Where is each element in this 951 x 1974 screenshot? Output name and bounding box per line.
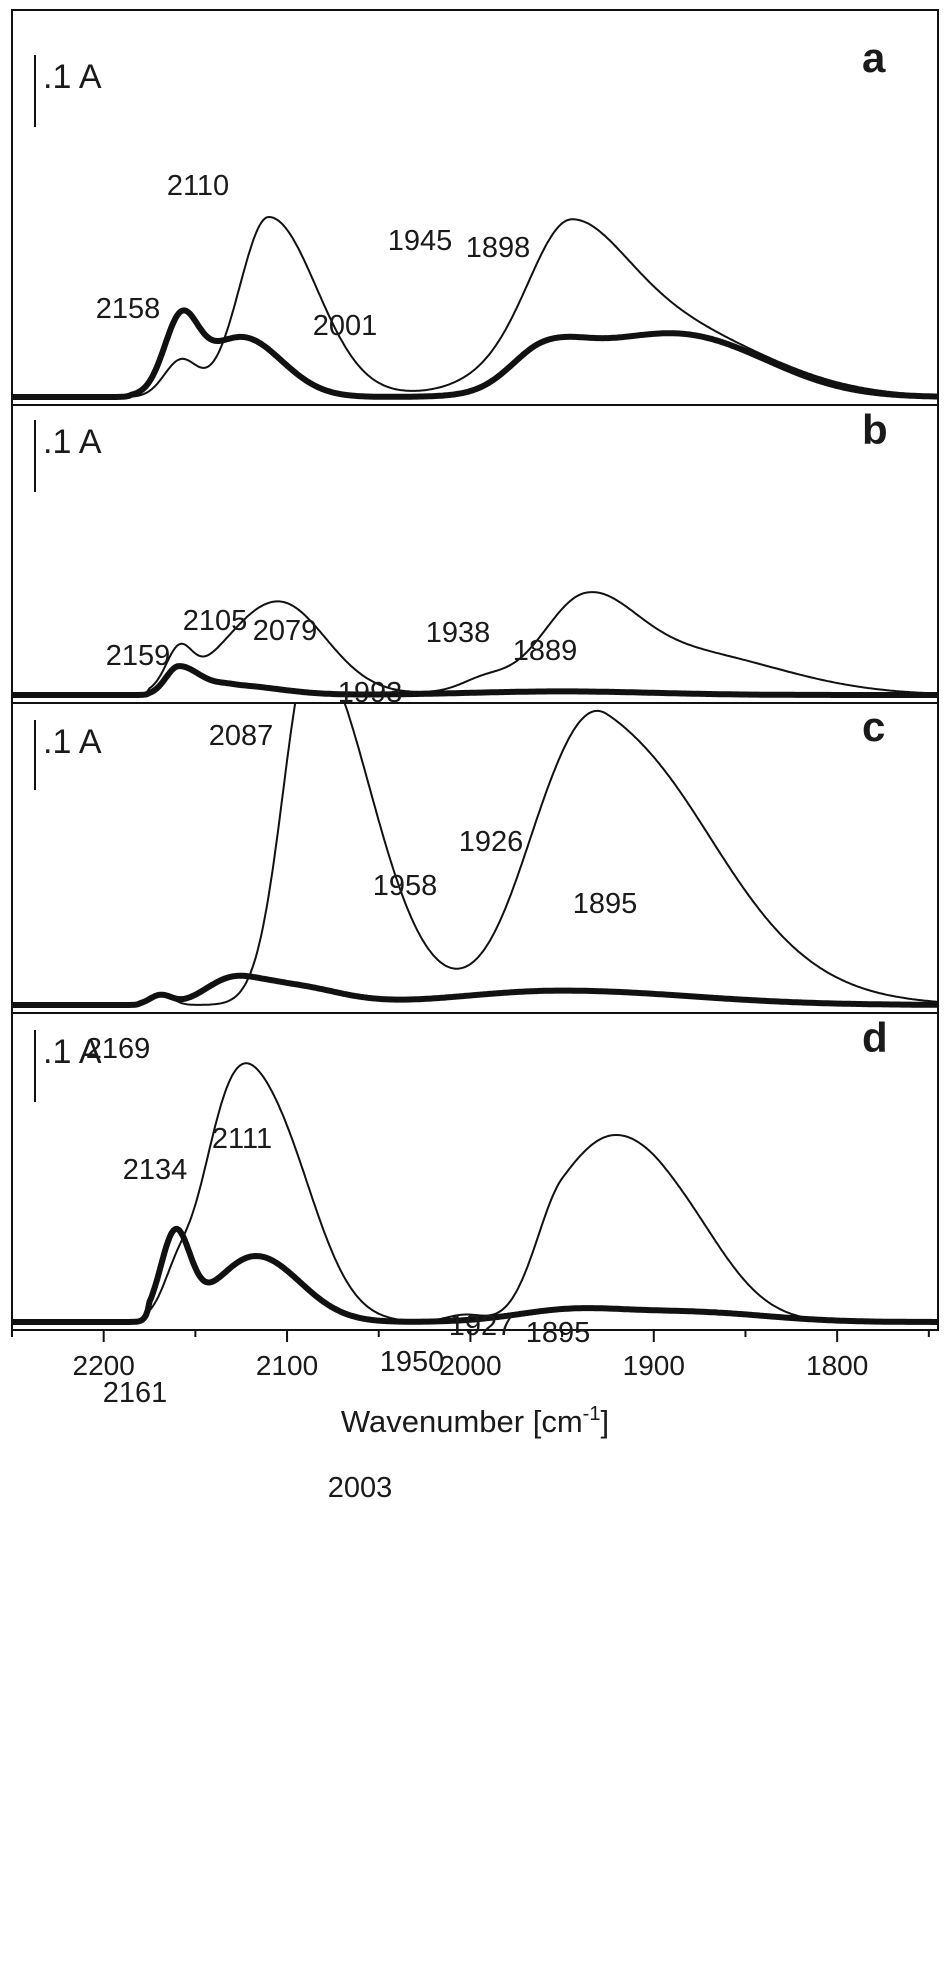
peak-label: 2169 — [86, 1033, 151, 1065]
peak-label: 1926 — [459, 826, 524, 858]
scale-bar-label: .1 A — [43, 58, 102, 96]
thin-spectrum-line — [12, 591, 938, 696]
peak-label: 2159 — [106, 640, 171, 672]
peak-label: 1898 — [466, 232, 531, 264]
peak-label: 1889 — [513, 635, 578, 667]
peak-label: 2161 — [103, 1377, 168, 1409]
panel-a: .1 A a 2158 2110 2001 1945 1898 — [11, 9, 939, 406]
peak-label: 2079 — [253, 615, 318, 647]
peak-label: 2134 — [123, 1154, 188, 1186]
peak-label: 2110 — [167, 170, 229, 202]
peak-label: 1958 — [373, 870, 438, 902]
scale-bar-label: .1 A — [43, 423, 102, 461]
peak-label: 2003 — [328, 1472, 393, 1504]
thin-spectrum-line — [12, 216, 938, 398]
thin-spectrum-line — [12, 1062, 938, 1323]
thick-spectrum-line — [12, 663, 938, 698]
x-tick-label: 2100 — [256, 1350, 318, 1381]
x-tick-label: 1800 — [806, 1350, 868, 1381]
panel-frame — [11, 1012, 939, 1331]
peak-label: 1927 — [449, 1310, 514, 1342]
panel-letter: c — [862, 703, 885, 750]
x-axis-title: Wavenumber [cm-1] — [341, 1403, 609, 1439]
panel-letter: a — [862, 34, 886, 81]
peak-label: 1945 — [388, 225, 453, 257]
scale-bar-label: .1 A — [43, 723, 102, 761]
peak-label: 1895 — [573, 888, 638, 920]
thick-spectrum-line — [12, 972, 938, 1008]
peak-label: 2158 — [96, 293, 161, 325]
panel-letter: d — [862, 1014, 888, 1061]
peak-label: 2111 — [212, 1123, 272, 1155]
x-tick-label: 2000 — [439, 1350, 501, 1381]
x-tick-label: 1900 — [623, 1350, 685, 1381]
peak-label: 2087 — [209, 720, 274, 752]
peak-label: 1993 — [338, 677, 403, 709]
peak-label: 1895 — [526, 1317, 591, 1349]
x-tick-label: 2200 — [73, 1350, 135, 1381]
peak-label: 2001 — [313, 310, 378, 342]
panel-c: .1 A c 2169 2087 1958 1926 1895 — [11, 702, 939, 1065]
thick-spectrum-line — [12, 1225, 938, 1325]
peak-label: 1950 — [380, 1346, 445, 1378]
peak-label: 2105 — [183, 605, 248, 637]
scale-bar-label: .1 A — [43, 1033, 102, 1071]
x-axis: 2200 2100 2000 1900 1800 Wavenumber [cm-1] — [11, 1330, 930, 1439]
thick-spectrum-line — [12, 307, 938, 400]
panel-letter: b — [862, 406, 888, 453]
peak-label: 1938 — [426, 617, 491, 649]
